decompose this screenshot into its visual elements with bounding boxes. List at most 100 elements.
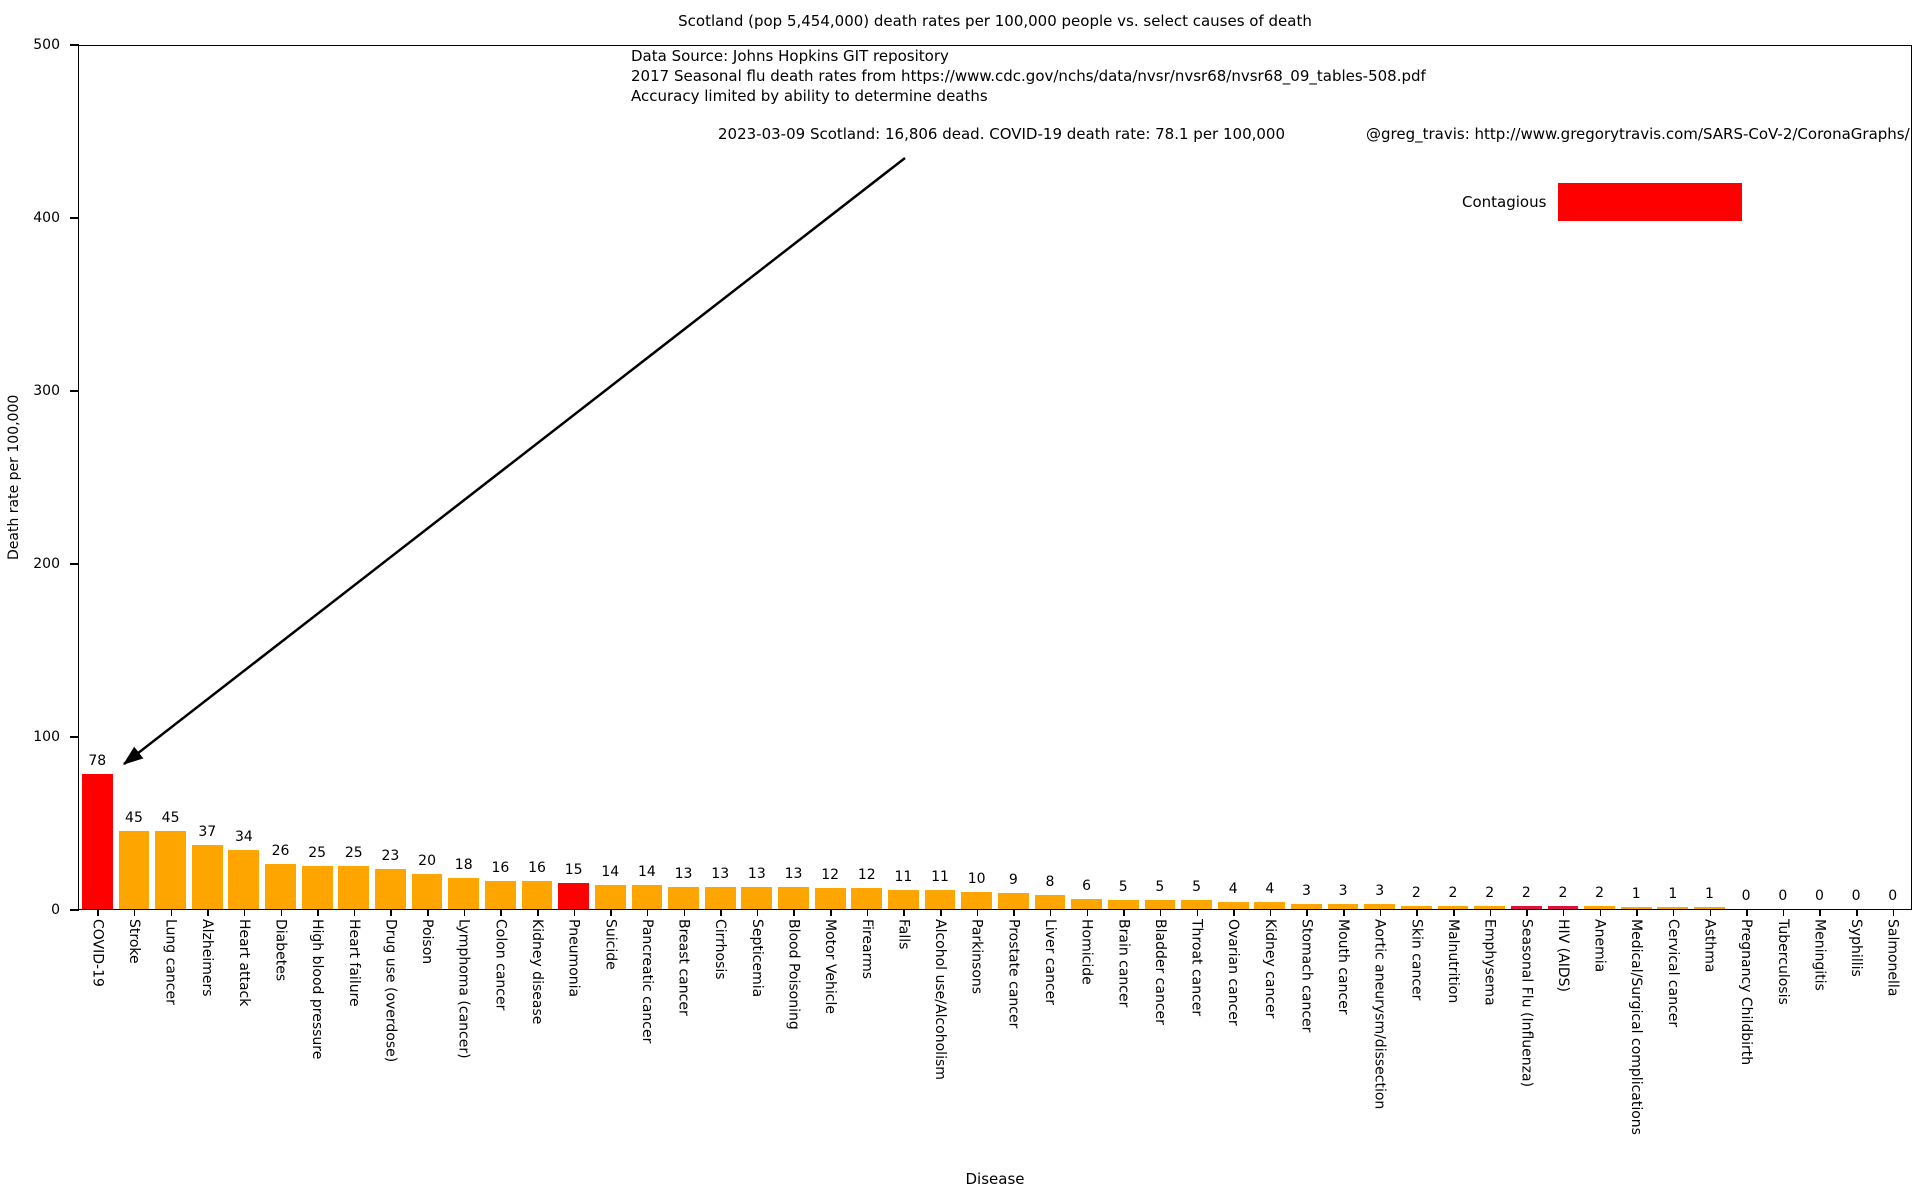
x-tick-mark bbox=[1562, 909, 1565, 916]
bar-column: 18 Lymphoma (cancer) bbox=[445, 46, 482, 1059]
bar-value-label: 9 bbox=[1008, 872, 1018, 889]
bar-column: 12 Motor Vehicle bbox=[812, 46, 849, 1014]
bar-value-label: 4 bbox=[1265, 881, 1275, 898]
x-tick-label: Throat cancer bbox=[1188, 919, 1205, 1017]
bar-column: 1 Asthma bbox=[1691, 46, 1728, 972]
x-tick-mark bbox=[170, 909, 173, 916]
y-tick-mark bbox=[70, 217, 79, 219]
bar-column: 2 HIV (AIDS) bbox=[1545, 46, 1582, 992]
x-tick-label: Brain cancer bbox=[1115, 919, 1132, 1008]
bar-value-label: 13 bbox=[747, 865, 766, 882]
x-tick-mark bbox=[1049, 909, 1052, 916]
bar-value-label: 18 bbox=[454, 856, 473, 873]
x-tick-mark bbox=[427, 909, 429, 916]
bar-value-label: 45 bbox=[125, 810, 143, 827]
bar-column: 3 Aortic aneurysm/dissection bbox=[1361, 46, 1398, 1109]
bar-lung-cancer bbox=[155, 831, 186, 909]
bar-column: 37 Alzheimers bbox=[189, 46, 226, 997]
bar-value-label: 3 bbox=[1375, 882, 1385, 899]
bar-column: 2 Anemia bbox=[1581, 46, 1618, 972]
x-tick-label: Emphysema bbox=[1481, 919, 1498, 1006]
bar-mouth-cancer bbox=[1327, 903, 1359, 909]
x-tick-mark bbox=[1782, 909, 1785, 916]
x-tick-label: Septicemia bbox=[748, 919, 765, 998]
bar-value-label: 13 bbox=[711, 865, 730, 882]
y-tick-mark bbox=[70, 909, 79, 911]
bar-column: 11 Alcohol use/Alcoholism bbox=[922, 46, 959, 1080]
bar-anemia bbox=[1584, 905, 1615, 909]
bar-value-label: 3 bbox=[1338, 882, 1348, 899]
x-tick-label: COVID-19 bbox=[89, 919, 106, 987]
bar-heart-failure bbox=[338, 865, 370, 909]
x-tick-label: Cervical cancer bbox=[1664, 919, 1681, 1028]
bar-column: 0 Syphillis bbox=[1838, 46, 1875, 977]
x-tick-mark bbox=[1819, 909, 1821, 916]
x-tick-mark bbox=[1233, 909, 1235, 916]
x-tick-label: Mouth cancer bbox=[1335, 919, 1352, 1015]
x-tick-label: Meningitis bbox=[1811, 919, 1828, 991]
x-tick-label: Motor Vehicle bbox=[822, 919, 839, 1014]
x-tick-mark bbox=[646, 909, 649, 916]
x-tick-mark bbox=[1086, 909, 1089, 916]
bar-column: 2 Seasonal Flu (Influenza) bbox=[1508, 46, 1545, 1087]
y-tick-mark bbox=[70, 44, 79, 46]
bar-value-label: 2 bbox=[1485, 884, 1495, 901]
bar-column: 4 Kidney cancer bbox=[1252, 46, 1289, 1018]
x-tick-mark bbox=[1453, 909, 1455, 916]
bar-firearms bbox=[851, 888, 883, 909]
bar-parkinsons bbox=[961, 891, 993, 909]
x-tick-label: Heart failure bbox=[345, 919, 362, 1007]
bar-column: 34 Heart attack bbox=[226, 46, 263, 1006]
bar-poison bbox=[411, 874, 443, 909]
x-tick-mark bbox=[1856, 909, 1858, 916]
legend: Contagious bbox=[1462, 183, 1743, 221]
bar-column: 25 High blood pressure bbox=[299, 46, 336, 1059]
bar-value-label: 12 bbox=[821, 867, 840, 884]
x-tick-mark bbox=[976, 909, 979, 916]
bar-column: 10 Parkinsons bbox=[958, 46, 995, 994]
x-tick-mark bbox=[1746, 909, 1748, 916]
bar-column: 14 Pancreatic cancer bbox=[629, 46, 666, 1043]
bar-column: 2 Skin cancer bbox=[1398, 46, 1435, 1000]
x-tick-mark bbox=[1672, 909, 1675, 916]
y-tick-mark bbox=[70, 563, 79, 565]
bar-value-label: 78 bbox=[88, 753, 107, 770]
covid-annotation: 2023-03-09 Scotland: 16,806 dead. COVID-… bbox=[718, 125, 1286, 143]
x-tick-mark bbox=[390, 909, 392, 916]
bar-column: 13 Septicemia bbox=[739, 46, 776, 997]
x-tick-mark bbox=[243, 909, 246, 916]
bar-medical-surgical-complications bbox=[1620, 907, 1652, 909]
bar-pneumonia bbox=[558, 883, 590, 909]
x-tick-label: Lymphoma (cancer) bbox=[455, 919, 472, 1059]
bar-value-label: 6 bbox=[1082, 877, 1092, 894]
x-axis-title: Disease bbox=[965, 1170, 1025, 1188]
bar-column: 6 Homicide bbox=[1068, 46, 1105, 985]
bar-motor-vehicle bbox=[814, 888, 846, 909]
x-tick-label: Aortic aneurysm/dissection bbox=[1371, 919, 1388, 1110]
x-tick-mark bbox=[830, 909, 832, 916]
x-tick-mark bbox=[133, 909, 136, 916]
bar-aortic-aneurysm-dissection bbox=[1364, 903, 1396, 909]
bar-value-label: 16 bbox=[491, 860, 510, 877]
x-tick-mark bbox=[903, 909, 905, 916]
x-tick-label: Poison bbox=[419, 919, 436, 965]
x-tick-label: HIV (AIDS) bbox=[1554, 919, 1571, 992]
x-tick-label: Lung cancer bbox=[162, 919, 179, 1005]
x-tick-mark bbox=[1123, 909, 1125, 916]
x-tick-label: Cirrhosis bbox=[712, 919, 729, 980]
bar-septicemia bbox=[741, 886, 773, 909]
y-tick-label: 400 bbox=[33, 210, 60, 226]
x-tick-label: Medical/Surgical complications bbox=[1628, 919, 1645, 1135]
x-tick-mark bbox=[683, 909, 686, 916]
bar-suicide bbox=[594, 884, 626, 909]
bar-homicide bbox=[1071, 898, 1102, 909]
bar-value-label: 5 bbox=[1155, 879, 1165, 896]
bar-brain-cancer bbox=[1107, 900, 1139, 909]
bar-value-label: 10 bbox=[967, 870, 986, 887]
x-tick-mark bbox=[1636, 909, 1638, 916]
bar-column: 45 Stroke bbox=[116, 46, 153, 964]
x-tick-label: Ovarian cancer bbox=[1225, 919, 1242, 1026]
x-tick-label: Salmonella bbox=[1884, 919, 1901, 997]
bar-value-label: 26 bbox=[271, 843, 290, 860]
